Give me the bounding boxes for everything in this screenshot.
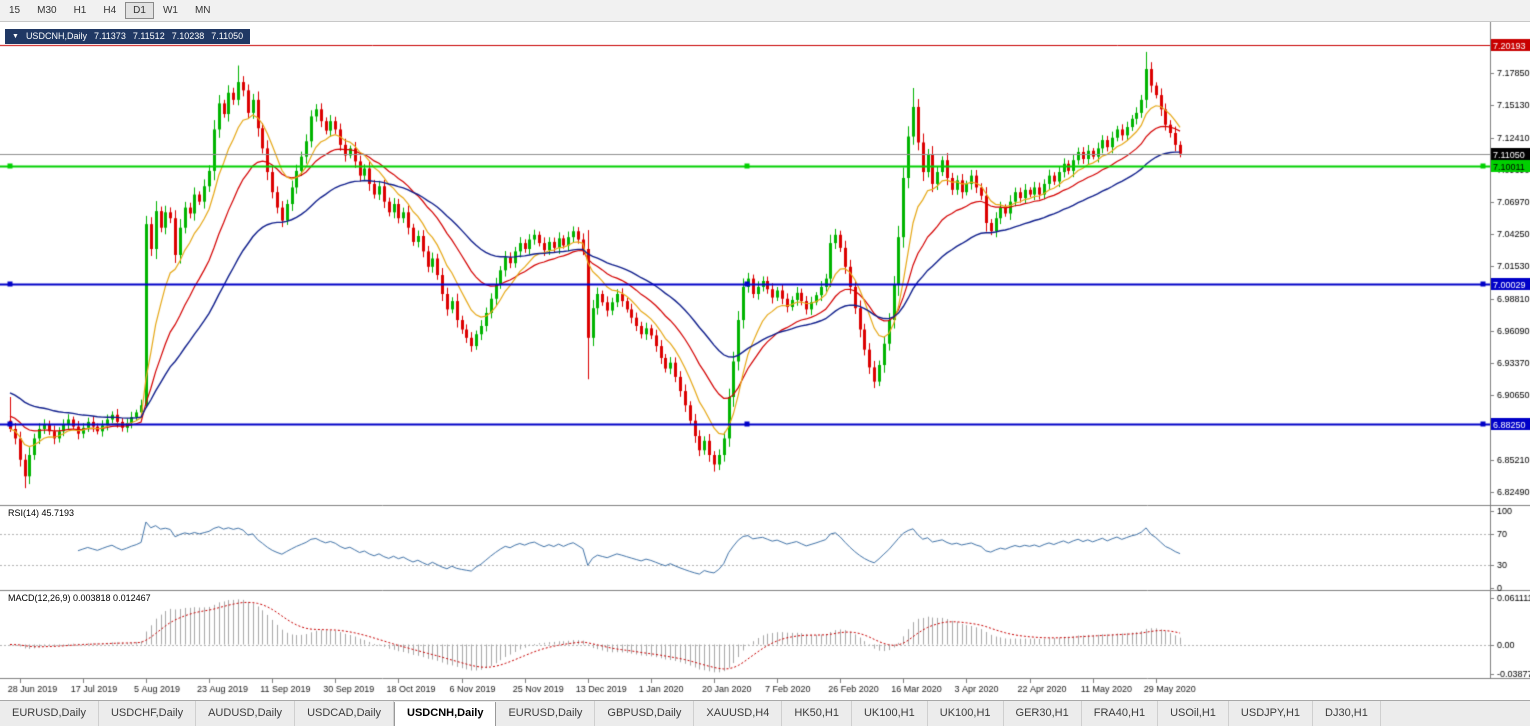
chart-tab-fra40-h1[interactable]: FRA40,H1	[1082, 701, 1159, 726]
timeframe-button-w1[interactable]: W1	[162, 5, 178, 16]
chart-tabs-bar: EURUSD,Daily USDCHF,Daily AUDUSD,Daily USDC…	[0, 700, 1530, 726]
timeframe-button-m30[interactable]: M30	[37, 5, 57, 16]
price-chart-canvas[interactable]	[0, 22, 1530, 700]
chart-tab-hk50-h1[interactable]: HK50,H1	[782, 701, 852, 726]
chart-tab-usdjpy-h1[interactable]: USDJPY,H1	[1229, 701, 1314, 726]
chart-tab-usdchf-daily[interactable]: USDCHF,Daily	[99, 701, 197, 726]
quote-open: 7.11373	[93, 31, 126, 41]
rsi-indicator-label: RSI(14) 45.7193	[8, 508, 75, 518]
timeframe-button-d1[interactable]: D1	[125, 2, 154, 19]
chevron-down-icon[interactable]: ▼	[12, 33, 19, 40]
symbol-name: USDCNH,Daily	[25, 31, 87, 41]
timeframe-toolbar: 15 M30 H1 H4 D1 W1 MN	[0, 0, 1530, 22]
chart-tab-dj30-h1[interactable]: DJ30,H1	[1313, 701, 1381, 726]
chart-quote-box[interactable]: ▼ USDCNH,Daily 7.11373 7.11512 7.10238 7…	[5, 29, 251, 44]
chart-tab-usdcnh-daily[interactable]: USDCNH,Daily	[394, 702, 497, 726]
timeframe-button-15[interactable]: 15	[9, 5, 21, 16]
quote-high: 7.11512	[132, 31, 165, 41]
timeframe-button-h1[interactable]: H1	[73, 5, 87, 16]
chart-tab-ger30-h1[interactable]: GER30,H1	[1004, 701, 1082, 726]
chart-tab-xauusd-h4[interactable]: XAUUSD,H4	[694, 701, 783, 726]
chart-tab-uk100-h1[interactable]: UK100,H1	[928, 701, 1004, 726]
chart-tab-gbpusd-daily[interactable]: GBPUSD,Daily	[595, 701, 695, 726]
timeframe-button-mn[interactable]: MN	[194, 5, 211, 16]
quote-close: 7.11050	[211, 31, 244, 41]
chart-tab-eurusd-daily[interactable]: EURUSD,Daily	[0, 701, 99, 726]
macd-indicator-label: MACD(12,26,9) 0.003818 0.012467	[8, 593, 151, 603]
quote-low: 7.10238	[171, 31, 205, 41]
chart-tab-usoil-h1[interactable]: USOil,H1	[1158, 701, 1229, 726]
chart-tab-eurusd-daily[interactable]: EURUSD,Daily	[496, 701, 596, 726]
chart-tab-usdcad-daily[interactable]: USDCAD,Daily	[295, 701, 395, 726]
chart-tab-uk100-h1[interactable]: UK100,H1	[852, 701, 928, 726]
timeframe-button-h4[interactable]: H4	[103, 5, 117, 16]
chart-tab-audusd-daily[interactable]: AUDUSD,Daily	[196, 701, 296, 726]
